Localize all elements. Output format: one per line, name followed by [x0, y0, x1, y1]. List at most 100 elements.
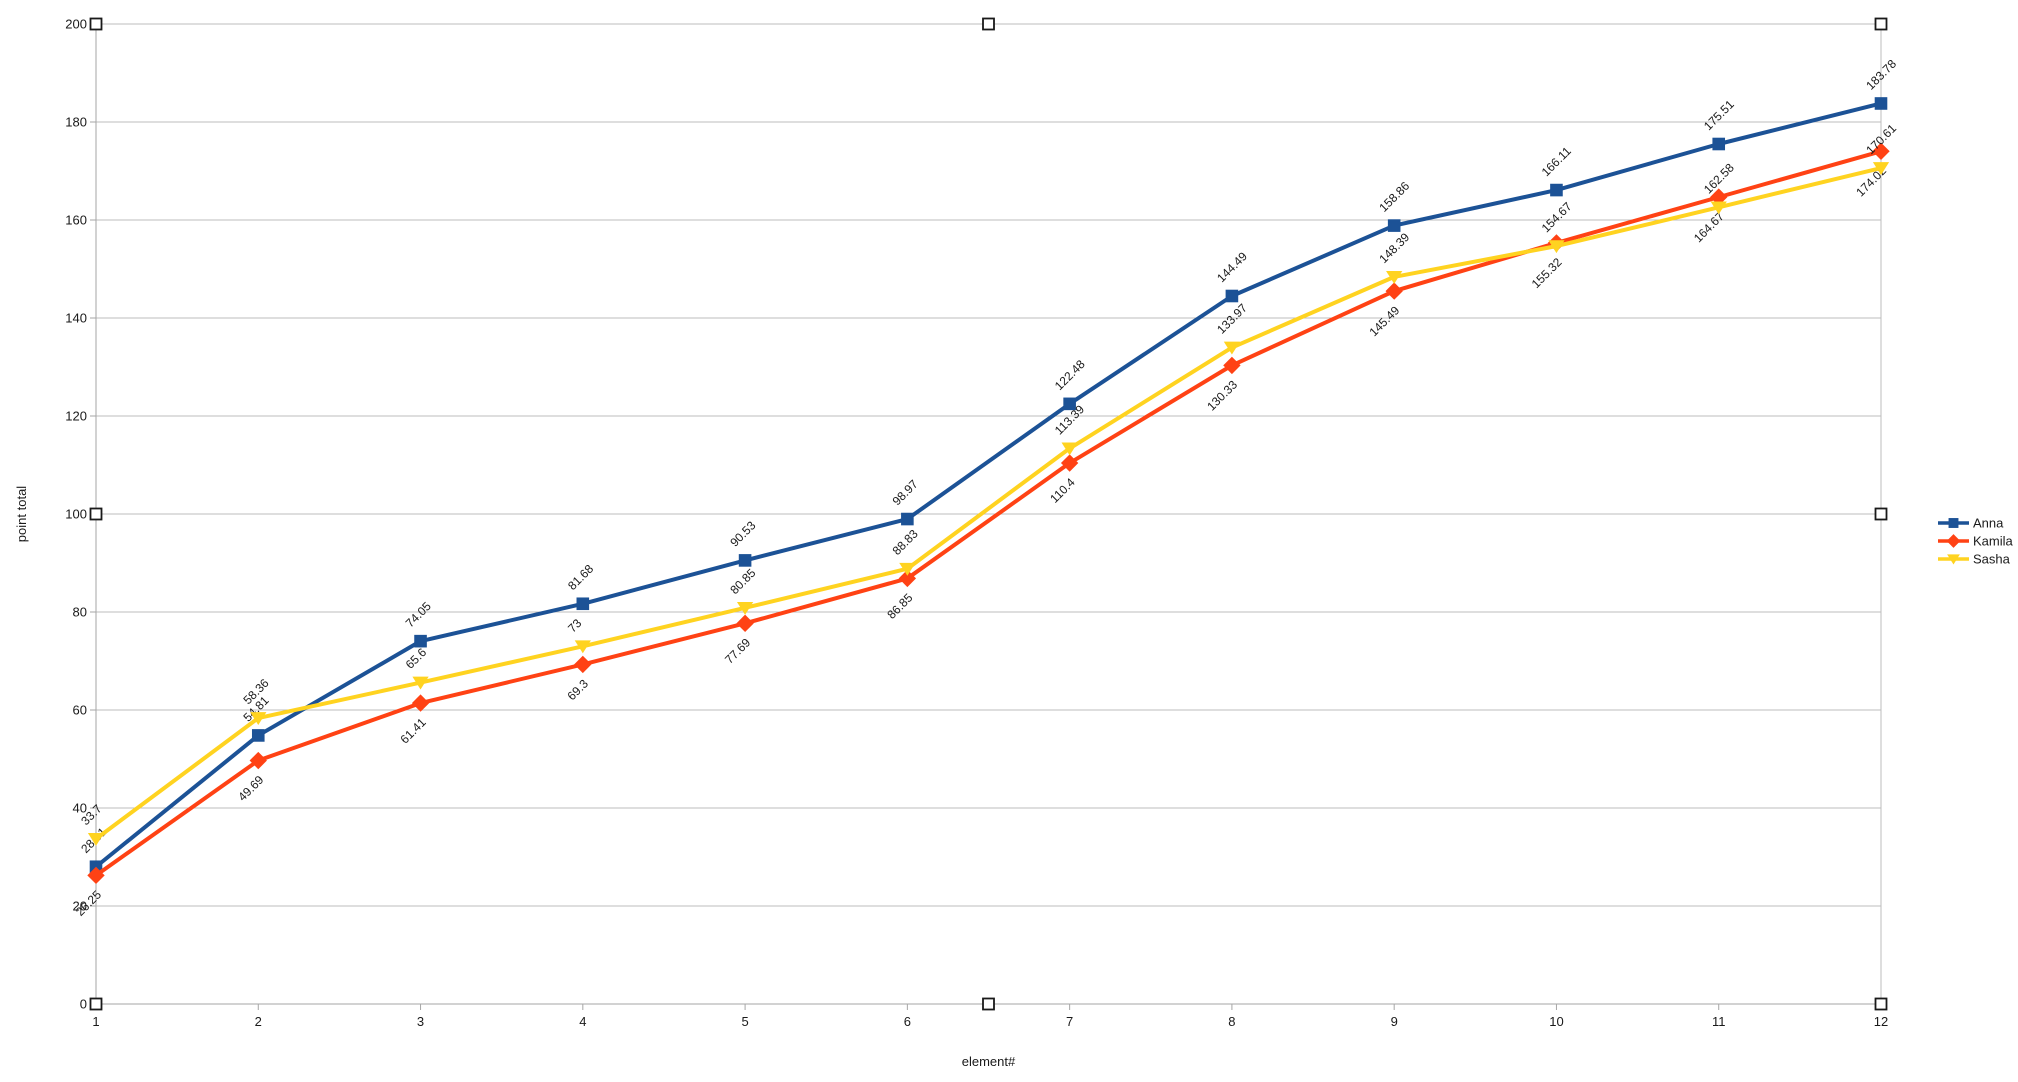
series-point-marker[interactable]: [249, 751, 267, 770]
series-kamila: 26.25 49.69 61.41 69.3 77.69 86.85 110.4 130.33…: [73, 142, 1890, 919]
data-point-label: 90.53: [727, 518, 758, 549]
series-point-marker[interactable]: [1061, 442, 1078, 456]
data-point-label: 49.69: [235, 773, 266, 804]
series-point-marker[interactable]: [1385, 282, 1403, 300]
series-point-marker[interactable]: [901, 512, 914, 526]
series-point-marker[interactable]: [250, 712, 267, 726]
series-point-marker[interactable]: [1710, 188, 1728, 206]
y-gridlines: [90, 23, 1881, 1005]
series-sasha: 33.758.3665.67380.8588.83113.39133.97148…: [78, 121, 1899, 846]
series-point-marker[interactable]: [411, 694, 430, 712]
x-tick-label: 5: [741, 1014, 748, 1029]
series-point-marker[interactable]: [1946, 534, 1961, 548]
data-point-label: 77.69: [722, 635, 753, 666]
x-tick-label: 11: [1712, 1014, 1726, 1029]
series-point-marker[interactable]: [738, 554, 752, 567]
series-point-marker[interactable]: [898, 569, 917, 588]
legend-item-anna[interactable]: Anna: [1938, 516, 2004, 531]
y-tick-label: 160: [65, 213, 87, 228]
series-point-marker[interactable]: [251, 729, 265, 742]
x-tick-label: 8: [1228, 1014, 1235, 1029]
x-tick-label: 1: [92, 1014, 99, 1029]
series-point-marker[interactable]: [736, 601, 754, 615]
y-tick-label: 120: [65, 409, 87, 424]
x-tick-label: 7: [1066, 1014, 1073, 1029]
data-point-label: 61.41: [398, 715, 429, 746]
x-tick-label: 12: [1874, 1014, 1888, 1029]
series-point-marker[interactable]: [1948, 518, 1959, 528]
data-point-label: 145.49: [1366, 303, 1402, 339]
selection-handle[interactable]: [1874, 507, 1888, 521]
data-point-label: 80.85: [727, 566, 758, 597]
series-point-marker[interactable]: [574, 640, 591, 654]
x-tick-label: 6: [904, 1014, 911, 1029]
data-point-label: 73: [565, 616, 585, 636]
series-point-marker[interactable]: [1225, 289, 1239, 303]
y-tick-label: 60: [73, 703, 87, 718]
series-point-marker[interactable]: [1063, 397, 1076, 411]
selection-handle[interactable]: [982, 17, 995, 31]
x-tick-label: 3: [417, 1014, 424, 1029]
y-tick-label: 100: [65, 507, 87, 522]
series-point-marker[interactable]: [412, 676, 429, 690]
legend-item-kamila[interactable]: Kamila: [1938, 534, 2014, 549]
data-point-label: 166.11: [1539, 144, 1574, 179]
series-point-marker[interactable]: [1712, 137, 1726, 151]
data-point-label: 148.39: [1376, 230, 1412, 266]
series-point-marker[interactable]: [1874, 97, 1888, 110]
x-tick-label: 10: [1549, 1014, 1563, 1029]
data-point-label: 130.33: [1204, 377, 1240, 413]
legend-label: Sasha: [1973, 552, 2011, 567]
data-point-label: 86.85: [884, 590, 915, 621]
data-point-label: 175.51: [1701, 97, 1737, 133]
series-point-marker[interactable]: [576, 597, 590, 611]
series-point-marker[interactable]: [574, 655, 592, 674]
y-tick-label: 140: [65, 311, 87, 326]
data-point-label: 74.05: [403, 599, 434, 630]
selection-handle[interactable]: [1874, 17, 1888, 31]
series-point-marker[interactable]: [1872, 142, 1890, 160]
data-point-label: 144.49: [1214, 249, 1250, 285]
data-point-label: 26.25: [73, 887, 104, 918]
series-point-marker[interactable]: [1386, 271, 1403, 284]
data-point-label: 88.83: [890, 526, 921, 557]
legend-item-sasha[interactable]: Sasha: [1938, 552, 2011, 567]
selection-handle[interactable]: [89, 997, 103, 1011]
series-point-marker[interactable]: [1223, 341, 1241, 355]
x-tick-label: 4: [579, 1014, 586, 1029]
series-point-marker[interactable]: [899, 562, 916, 576]
data-point-label: 81.68: [565, 562, 596, 593]
series-line-kamila[interactable]: [94, 149, 1882, 878]
series-point-marker[interactable]: [1872, 162, 1890, 176]
y-tick-label: 80: [73, 605, 87, 620]
legend[interactable]: Anna Kamila Sasha: [1938, 516, 2014, 567]
series-point-marker[interactable]: [1550, 183, 1563, 197]
series-point-marker[interactable]: [1223, 356, 1241, 375]
y-tick-label: 0: [80, 997, 87, 1012]
series-line-anna[interactable]: [94, 101, 1882, 869]
series-point-marker[interactable]: [1548, 240, 1565, 254]
legend-label: Anna: [1973, 516, 2004, 531]
selection-handle[interactable]: [982, 997, 995, 1011]
series-point-marker[interactable]: [1947, 554, 1960, 565]
legend-label: Kamila: [1973, 534, 2014, 549]
selection-handle[interactable]: [89, 17, 103, 31]
x-axis-title: element#: [962, 1054, 1016, 1069]
series-point-marker[interactable]: [87, 866, 105, 885]
y-tick-label: 180: [65, 115, 87, 130]
series-point-marker[interactable]: [87, 832, 105, 846]
data-point-label: 154.67: [1539, 199, 1575, 235]
data-point-label: 158.86: [1376, 179, 1412, 215]
series-point-marker[interactable]: [414, 634, 427, 648]
series-point-marker[interactable]: [1387, 219, 1401, 232]
series-point-marker[interactable]: [736, 614, 754, 632]
x-tick-label: 2: [255, 1014, 262, 1029]
selection-handle[interactable]: [89, 507, 103, 521]
series-point-marker[interactable]: [1710, 201, 1727, 215]
series-line-sasha[interactable]: [94, 166, 1882, 841]
series-point-marker[interactable]: [1060, 454, 1079, 472]
selection-handle[interactable]: [1874, 997, 1888, 1011]
y-tick-label: 200: [65, 17, 87, 32]
